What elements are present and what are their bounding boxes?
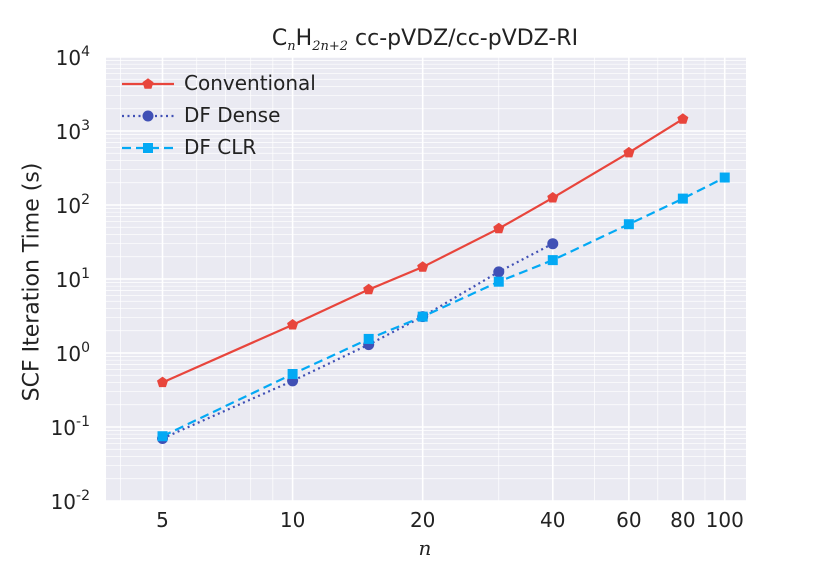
y-tick-label: 104 (56, 44, 90, 70)
series-conventional (156, 113, 689, 388)
data-point-df-clr (287, 369, 298, 380)
legend-marker-df-clr (143, 143, 153, 153)
x-tick-label: 5 (156, 508, 169, 532)
x-tick-label: 80 (670, 508, 695, 532)
x-tick-label: 40 (540, 508, 565, 532)
gridlines (106, 56, 746, 502)
y-tick-label: 100 (56, 340, 90, 366)
series-line-df-dense (162, 242, 554, 440)
x-tick-label: 60 (616, 508, 641, 532)
title-subscript-2: 2n+2 (312, 39, 349, 54)
legend-marker-df-dense (142, 110, 154, 122)
series-layer (156, 113, 730, 444)
data-point-df-clr (493, 276, 504, 287)
data-point-df-dense (547, 238, 559, 250)
data-point-df-clr (677, 193, 688, 204)
title-suffix: cc-pVDZ/cc-pVDZ-RI (348, 26, 579, 51)
x-axis-label: n (418, 536, 432, 560)
x-tick-label: 100 (706, 508, 744, 532)
x-tick-label: 10 (280, 508, 305, 532)
data-point-conventional (677, 113, 689, 124)
data-point-df-clr (719, 172, 730, 183)
legend-marker-conventional (142, 78, 154, 89)
data-point-df-clr (547, 255, 558, 266)
tick-labels: 5 10 20 40 60 80 100 10-2 10-1 100 101 102 103 104 (51, 44, 744, 532)
title-mid: H (295, 26, 313, 51)
title-subscript-1: n (287, 39, 296, 54)
data-point-df-dense (493, 266, 505, 278)
y-tick-label: 102 (56, 192, 90, 218)
series-line-conventional (162, 118, 684, 384)
data-point-df-clr (363, 333, 374, 344)
data-point-conventional (493, 222, 505, 234)
data-point-conventional (156, 376, 169, 388)
y-tick-label: 101 (56, 266, 90, 292)
x-tick-label: 20 (410, 508, 435, 532)
data-point-conventional (547, 192, 559, 203)
data-point-df-clr (417, 311, 428, 322)
chart-title: CnH2n+2 cc-pVDZ/cc-pVDZ-RI (105, 26, 745, 54)
legend-label-df-clr: DF CLR (184, 135, 257, 159)
data-point-df-clr (623, 219, 634, 230)
title-prefix: C (271, 26, 288, 51)
data-point-conventional (287, 319, 299, 330)
legend-label-conventional: Conventional (184, 71, 316, 95)
y-axis-label: SCF Iteration Time (s) (19, 162, 45, 402)
y-tick-label: 103 (56, 118, 90, 144)
legend-swatch-conventional (122, 78, 174, 89)
data-point-conventional (417, 261, 429, 272)
legend-label-df-dense: DF Dense (184, 103, 281, 127)
legend-swatch-df-dense (122, 110, 174, 122)
y-tick-label: 10-2 (51, 488, 90, 514)
data-point-df-clr (157, 431, 168, 442)
legend-swatch-df-clr (122, 143, 174, 153)
data-point-conventional (623, 146, 635, 158)
data-point-conventional (363, 283, 375, 295)
y-tick-label: 10-1 (51, 414, 90, 440)
series-df-clr (157, 172, 730, 442)
